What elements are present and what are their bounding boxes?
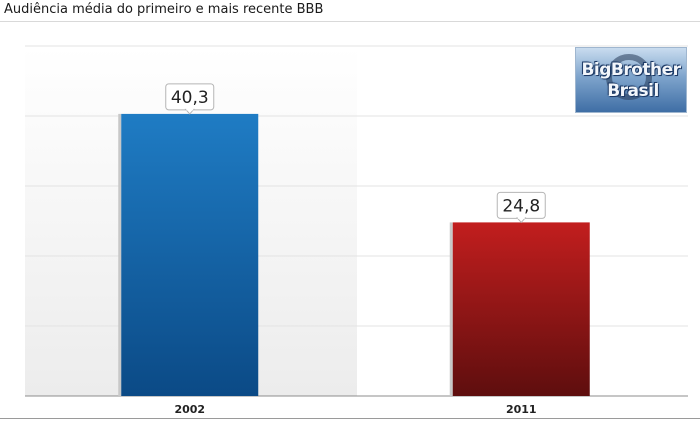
title-divider: [0, 21, 700, 22]
bar-shadow: [449, 222, 453, 396]
value-label-text: 40,3: [171, 88, 209, 108]
x-tick-label: 2011: [506, 403, 537, 416]
bar-shadow: [118, 113, 122, 397]
big-brother-brasil-logo: BigBrother Brasil: [575, 47, 687, 113]
value-label-2011: 24,8: [496, 191, 546, 224]
footer-divider: [0, 418, 700, 419]
logo-line1: BigBrother: [581, 60, 681, 80]
logo-line2: Brasil: [607, 81, 659, 101]
value-label-2002: 40,3: [165, 83, 215, 115]
x-tick-label: 2002: [174, 403, 205, 416]
bar-2002: [121, 113, 259, 397]
chart-title: Audiência média do primeiro e mais recen…: [4, 2, 324, 17]
bar-2011: [452, 222, 590, 396]
logo-ring-icon: [606, 54, 652, 100]
value-label-text: 24,8: [502, 196, 540, 216]
